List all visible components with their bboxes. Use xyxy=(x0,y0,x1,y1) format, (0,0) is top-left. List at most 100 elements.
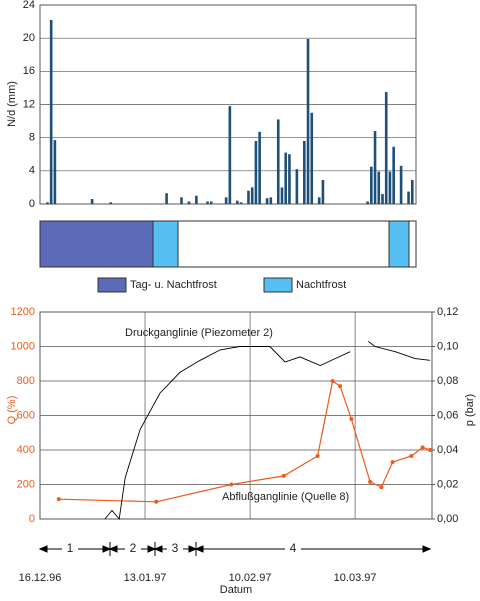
phase-label: 3 xyxy=(172,541,179,555)
bar xyxy=(90,199,94,204)
plot-frame xyxy=(39,4,417,205)
bar xyxy=(388,171,392,204)
legend-swatch xyxy=(263,277,293,293)
bar xyxy=(384,92,388,204)
series-marker xyxy=(229,482,234,487)
y2-tick-label: 0,00 xyxy=(437,513,458,525)
y-axis-title: Q (%) xyxy=(6,396,18,425)
bar xyxy=(370,166,373,204)
x-tick-label: 13.01.97 xyxy=(124,572,167,584)
bar xyxy=(49,19,53,204)
bar xyxy=(258,131,261,204)
series-marker xyxy=(330,379,335,383)
frost-strip xyxy=(39,220,417,268)
bar xyxy=(399,165,403,204)
bar xyxy=(276,119,280,204)
y-tick-label: 800 xyxy=(17,375,35,387)
y2-tick-label: 0,06 xyxy=(437,409,458,421)
frost-day-night xyxy=(39,220,154,268)
x-tick-label: 16.12.96 xyxy=(19,572,62,584)
bar xyxy=(306,38,310,204)
bar xyxy=(269,197,273,204)
bar xyxy=(373,131,377,204)
bar xyxy=(195,195,198,204)
y-tick-label: 1000 xyxy=(11,340,35,352)
y2-tick-label: 0,04 xyxy=(437,444,458,456)
bar xyxy=(247,190,250,204)
plot-frame xyxy=(39,311,433,520)
x-axis-title: Datum xyxy=(220,584,252,596)
phase-label: 1 xyxy=(67,541,74,555)
bar xyxy=(254,140,258,204)
bar xyxy=(366,201,369,204)
bar xyxy=(239,202,243,204)
phase-label: 2 xyxy=(130,541,137,555)
series-line xyxy=(104,340,431,521)
bar xyxy=(165,193,168,204)
y-tick-label: 1200 xyxy=(11,306,35,318)
x-tick-label: 10.03.97 xyxy=(334,572,377,584)
bar xyxy=(321,179,325,204)
y-tick-label: 0 xyxy=(29,513,35,525)
series-marker xyxy=(379,485,384,490)
y-tick-label: 4 xyxy=(29,165,35,177)
bar xyxy=(410,179,414,204)
legend-label: Tag- u. Nachtfrost xyxy=(130,279,217,291)
bar xyxy=(224,197,228,204)
y-axis-title: N/d (mm) xyxy=(6,81,18,127)
bar xyxy=(284,152,288,204)
y2-tick-label: 0,02 xyxy=(437,478,458,490)
y-tick-label: 200 xyxy=(17,478,35,490)
arrow-heads xyxy=(38,545,432,553)
annotation: Druckganglinie (Piezometer 2) xyxy=(125,327,273,339)
bar xyxy=(206,201,209,204)
bar xyxy=(180,197,183,204)
bar xyxy=(53,140,57,204)
frost-night xyxy=(388,220,410,268)
annotation: Abflußganglinie (Quelle 8) xyxy=(222,491,349,503)
bar xyxy=(187,201,191,204)
y-tick-label: 16 xyxy=(23,65,35,77)
bar xyxy=(228,106,232,204)
series-marker xyxy=(154,499,159,504)
y-tick-label: 8 xyxy=(29,132,35,144)
bar xyxy=(392,146,395,204)
series-marker xyxy=(338,384,343,389)
legend-label: Nachtfrost xyxy=(296,279,346,291)
bar xyxy=(265,198,269,204)
series-marker xyxy=(420,445,425,450)
y2-tick-label: 0,08 xyxy=(437,375,458,387)
bar xyxy=(209,201,213,204)
bar xyxy=(288,154,291,204)
bar xyxy=(109,202,113,204)
y-tick-label: 400 xyxy=(17,444,35,456)
series-marker xyxy=(56,497,61,502)
phase-label: 4 xyxy=(290,541,297,555)
phase-arrows xyxy=(38,542,432,556)
bar xyxy=(280,187,284,204)
phase-bg xyxy=(125,541,141,557)
y-tick-label: 600 xyxy=(17,409,35,421)
y2-axis-title: p (bar) xyxy=(464,394,476,426)
bar xyxy=(295,169,299,204)
y-tick-label: 20 xyxy=(23,32,35,44)
series-marker xyxy=(349,416,354,421)
y2-tick-label: 0,10 xyxy=(437,340,458,352)
phase-bg xyxy=(62,541,78,557)
bar xyxy=(303,140,306,204)
bar xyxy=(46,202,49,204)
phase-bg xyxy=(285,541,301,557)
bar xyxy=(317,197,321,204)
series-marker xyxy=(409,454,414,459)
legend-swatch xyxy=(97,277,127,293)
y2-tick-label: 0,12 xyxy=(437,306,458,318)
bar xyxy=(250,187,254,204)
x-tick-label: 10.02.97 xyxy=(229,572,272,584)
y-tick-label: 0 xyxy=(29,198,35,210)
bar xyxy=(407,191,410,204)
frost-night xyxy=(152,220,179,268)
series-marker xyxy=(390,460,395,465)
series-marker xyxy=(315,454,320,459)
series-line xyxy=(58,379,431,503)
